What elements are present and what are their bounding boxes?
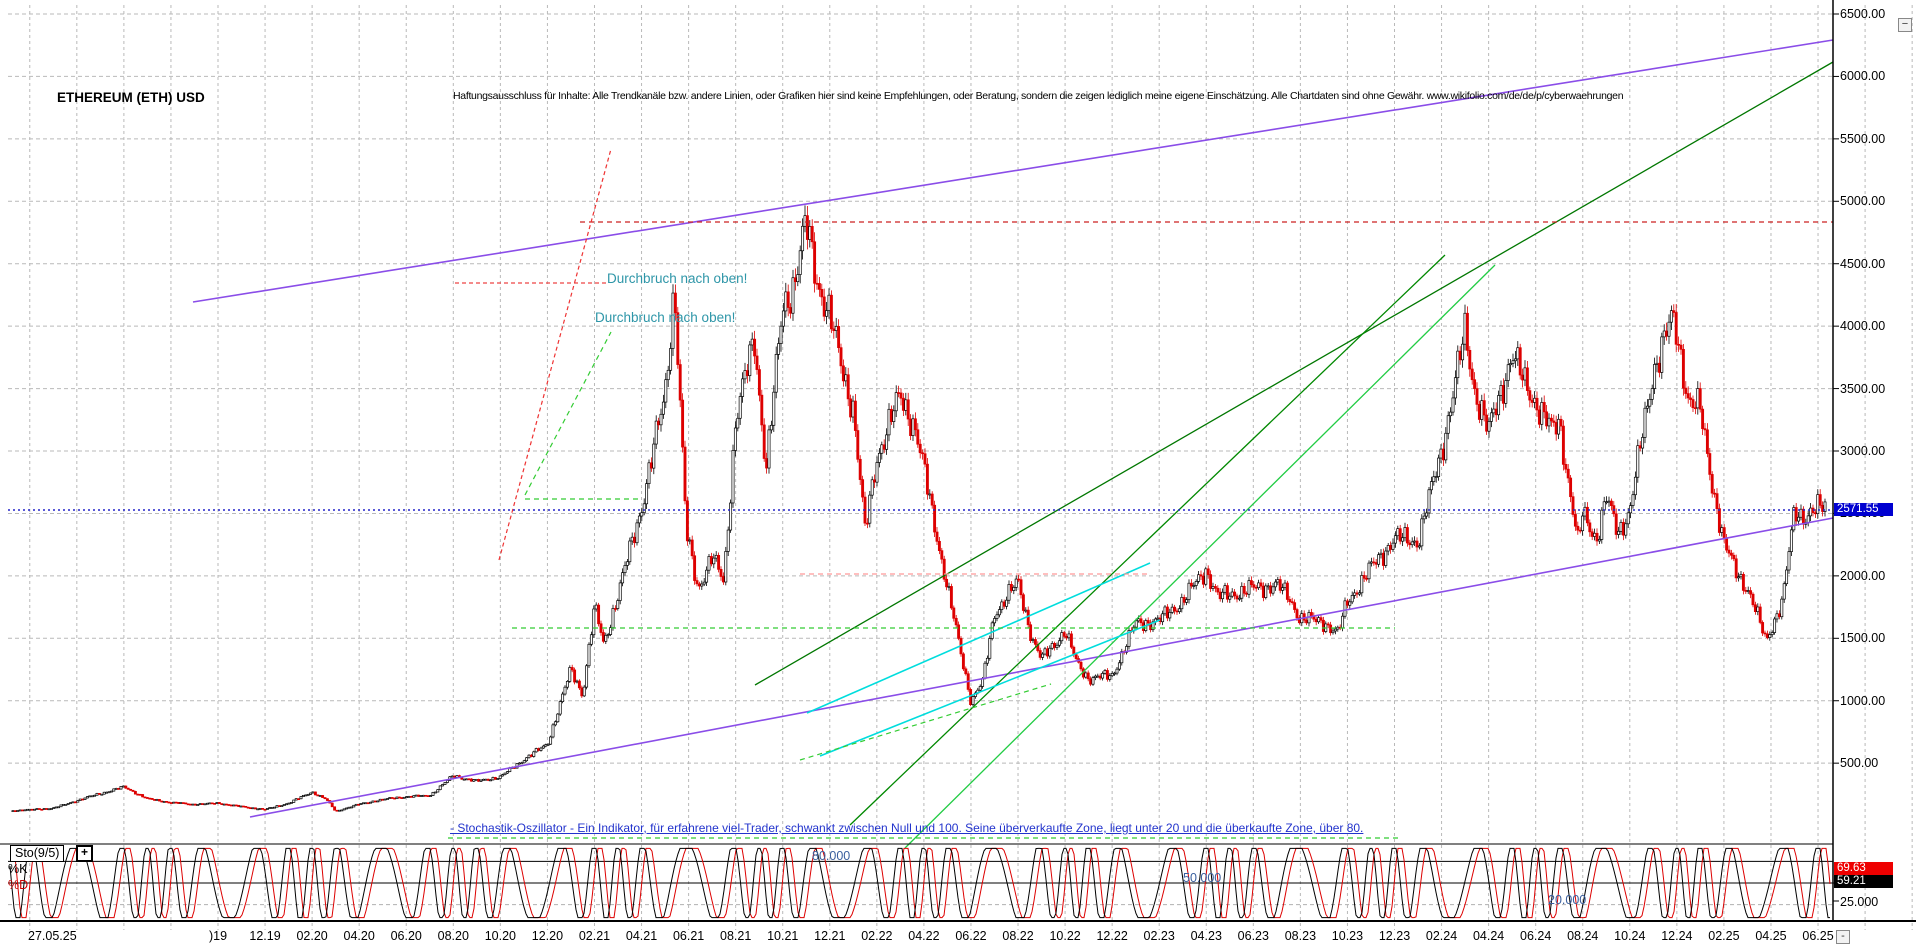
axes-frame (0, 0, 1916, 922)
add-indicator-button[interactable]: + (76, 845, 93, 862)
green-triangle-edge (524, 331, 612, 496)
date-axis-label: 06.21 (672, 929, 705, 943)
date-axis-label: 06.24 (1520, 929, 1552, 943)
date-axis-label: 06.23 (1237, 929, 1269, 943)
date-axis-label: 12.23 (1378, 929, 1411, 943)
violet-channel-upper (192, 39, 1834, 303)
date-axis-label: 08.23 (1284, 929, 1317, 943)
percent-k-legend: %K (8, 862, 28, 876)
date-axis-label: 04.21 (625, 929, 658, 943)
indicator-settings-button[interactable]: Sto(9/5) (10, 845, 65, 862)
page-title: ETHEREUM (ETH) USD (57, 90, 205, 105)
date-axis-label: 02.24 (1425, 929, 1458, 943)
date-axis-label: 04.25 (1755, 929, 1787, 943)
candlestick-series (11, 205, 1827, 813)
green-uptrend-long (754, 61, 1834, 686)
price-axis-label: 6500.00 (1840, 7, 1886, 21)
date-axis-start-label: 27.05.25 (28, 929, 77, 943)
sto-level-label: 80.000 (812, 849, 851, 864)
date-axis-label: 10.20 (484, 929, 516, 943)
current-price-badge: 2571.55 (1834, 503, 1893, 516)
stochastic-oscillator-series (8, 847, 1833, 919)
price-axis-label: 3500.00 (1840, 381, 1886, 396)
date-axis-label: 10.24 (1614, 929, 1646, 943)
date-axis-label: 06.25 (1802, 929, 1834, 943)
cyan-channel-lower (819, 619, 1161, 757)
cyan-channel-upper (806, 562, 1151, 714)
date-axis-label: 10.21 (767, 929, 799, 943)
price-axis-label: 4000.00 (1840, 319, 1886, 334)
date-axis-label: 08.20 (437, 929, 469, 943)
price-axis-label: 3000.00 (1840, 444, 1886, 458)
date-axis-label: 02.21 (578, 929, 611, 943)
green-minor-uptrend (799, 683, 1052, 761)
date-axis-label: 08.21 (720, 929, 752, 943)
date-axis-label: 04.20 (343, 929, 375, 943)
price-axis-label: 500.00 (1840, 756, 1879, 771)
stochastic-description: - Stochastik-Oszillator - Ein Indikator,… (450, 821, 1364, 835)
date-axis-label: 06.20 (390, 929, 422, 943)
date-axis-label: 04.24 (1472, 929, 1505, 943)
date-axis-label: 12.21 (814, 929, 846, 943)
date-axis-label: 04.22 (908, 929, 940, 943)
date-axis-label: 02.22 (861, 929, 893, 943)
date-axis-label: 02.25 (1708, 929, 1740, 943)
date-axis-label: 12.24 (1661, 929, 1693, 943)
date-axis-label: 02.20 (296, 929, 328, 943)
date-axis-label: 10.23 (1331, 929, 1364, 943)
price-axis-label: 2000.00 (1840, 568, 1886, 583)
date-axis-label: 12.22 (1096, 929, 1128, 943)
date-axis-label: 12.20 (531, 929, 564, 943)
date-axis-label: 02.23 (1143, 929, 1175, 943)
percent-k-value-badge: 59.21 (1834, 875, 1893, 888)
red-runup-trend (498, 148, 612, 561)
annotation-breakout-up-2: Durchbruch nach oben! (595, 310, 736, 325)
collapse-panel-button[interactable]: − (1898, 18, 1912, 32)
percent-d-legend: %D (8, 878, 29, 892)
price-axis-label: 6000.00 (1840, 69, 1886, 84)
date-axis-label: )19 (208, 929, 228, 943)
lightgreen-uptrend-steep (904, 264, 1496, 849)
date-axis-label: 08.22 (1002, 929, 1034, 943)
price-axis-label: 4500.00 (1840, 256, 1886, 271)
green-uptrend-steep (849, 254, 1446, 826)
date-axis-label: 08.24 (1567, 929, 1599, 943)
disclaimer-text: Haftungsausschluss für Inhalte: Alle Tre… (453, 90, 1624, 102)
date-axis-label: 12.19 (249, 929, 281, 943)
price-axis-label: 1500.00 (1840, 631, 1886, 646)
analysis-trendlines (8, 39, 1834, 849)
collapse-indicator-button[interactable]: - (1836, 930, 1850, 944)
price-axis-label: 1000.00 (1840, 693, 1886, 708)
annotation-breakout-up-1: Durchbruch nach oben! (607, 271, 748, 286)
sto-level-label: 20.000 (1548, 892, 1587, 907)
date-axis-label: 06.22 (955, 929, 987, 943)
sto-level-label: 50.000 (1183, 871, 1222, 885)
price-axis-label: 5500.00 (1840, 131, 1886, 146)
date-axis-label: 04.23 (1190, 929, 1222, 943)
date-axis-label: 10.22 (1049, 929, 1081, 943)
price-axis-label: 5000.00 (1840, 194, 1886, 209)
sto-axis-label: 25.000 (1840, 895, 1879, 909)
gridlines (8, 5, 1913, 930)
percent-d-value-badge: 69.63 (1834, 862, 1893, 875)
